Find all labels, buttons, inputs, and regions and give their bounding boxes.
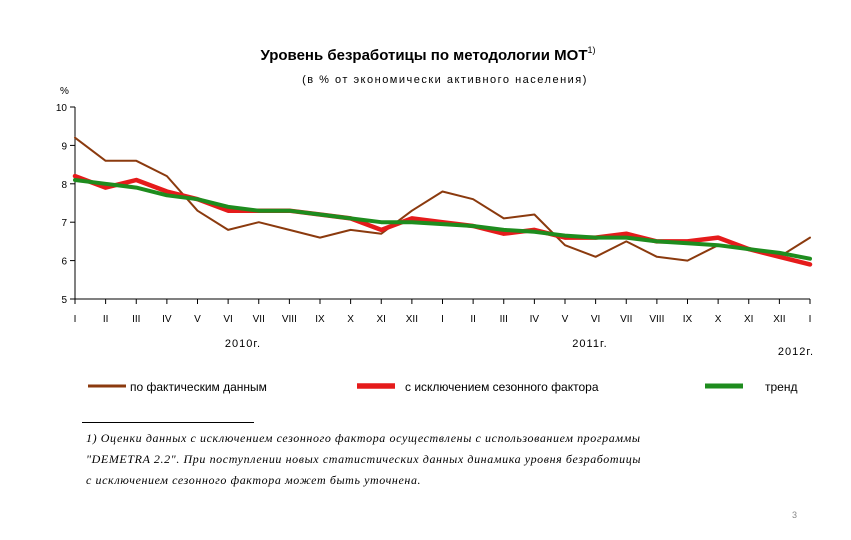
- x-tick-label: VII: [620, 314, 632, 325]
- series-line-1: [74, 136, 811, 262]
- footnote-line: "DEMETRA 2.2". При поступлении новых ста…: [86, 452, 642, 466]
- legend-label: тренд: [765, 380, 797, 394]
- year-label: 2010г.: [225, 338, 261, 350]
- x-tick-label: XII: [406, 314, 418, 325]
- footnote-line: с исключением сезонного фактора может бы…: [86, 473, 422, 487]
- chart-title-text: Уровень безработицы по методологии МОТ: [260, 47, 587, 64]
- x-tick-label: VIII: [649, 314, 664, 325]
- y-tick-label: 10: [56, 103, 68, 114]
- legend-label: по фактическим данным: [130, 380, 267, 394]
- series-line-2: [72, 173, 813, 267]
- unemployment-chart: Уровень безработицы по методологии МОТ1)…: [56, 45, 814, 394]
- chart-subtitle: (в % от экономически активного населения…: [302, 74, 588, 86]
- chart-title: Уровень безработицы по методологии МОТ1): [260, 45, 595, 64]
- year-labels: 2010г. 2011г. 2012г.: [225, 338, 814, 358]
- y-tick-label: 9: [61, 141, 67, 152]
- x-tick-label: X: [347, 314, 354, 325]
- x-tick-label: XI: [744, 314, 753, 325]
- x-tick-label: VI: [591, 314, 600, 325]
- series-line-3: [73, 178, 812, 261]
- footnote-line: 1) Оценки данных с исключением сезонного…: [86, 431, 641, 445]
- page-number: 3: [792, 510, 798, 520]
- year-label: 2011г.: [572, 338, 607, 350]
- y-tick-label: 8: [61, 180, 67, 191]
- legend-label: с исключением сезонного фактора: [405, 380, 599, 394]
- x-tick-label: VII: [253, 314, 265, 325]
- x-tick-label: III: [500, 314, 508, 325]
- x-tick-label: VIII: [282, 314, 297, 325]
- x-tick-label: XI: [377, 314, 386, 325]
- x-tick-label: IX: [683, 314, 693, 325]
- x-tick-label: I: [441, 314, 444, 325]
- x-tick-label: XII: [773, 314, 785, 325]
- y-tick-label: 5: [61, 295, 67, 306]
- x-tick-label: IX: [315, 314, 325, 325]
- y-tick-label: 6: [61, 257, 67, 268]
- x-tick-label: V: [194, 314, 201, 325]
- x-tick-label: X: [715, 314, 722, 325]
- y-axis-label: %: [60, 86, 69, 97]
- chart-title-superscript: 1): [588, 45, 596, 55]
- x-tick-label: IV: [162, 314, 172, 325]
- x-tick-label: I: [809, 314, 812, 325]
- x-tick-label: V: [562, 314, 569, 325]
- series-layer: [72, 136, 813, 267]
- x-tick-label: II: [103, 314, 109, 325]
- legend: по фактическим данным с исключением сезон…: [88, 380, 797, 394]
- x-tick-label: III: [132, 314, 140, 325]
- x-tick-label: II: [470, 314, 476, 325]
- year-label: 2012г.: [778, 346, 814, 358]
- y-tick-label: 7: [61, 218, 67, 229]
- x-tick-label: IV: [530, 314, 540, 325]
- x-tick-label: VI: [223, 314, 232, 325]
- x-tick-label: I: [74, 314, 77, 325]
- footnote: 1) Оценки данных с исключением сезонного…: [86, 428, 801, 491]
- footnote-rule: [82, 422, 254, 423]
